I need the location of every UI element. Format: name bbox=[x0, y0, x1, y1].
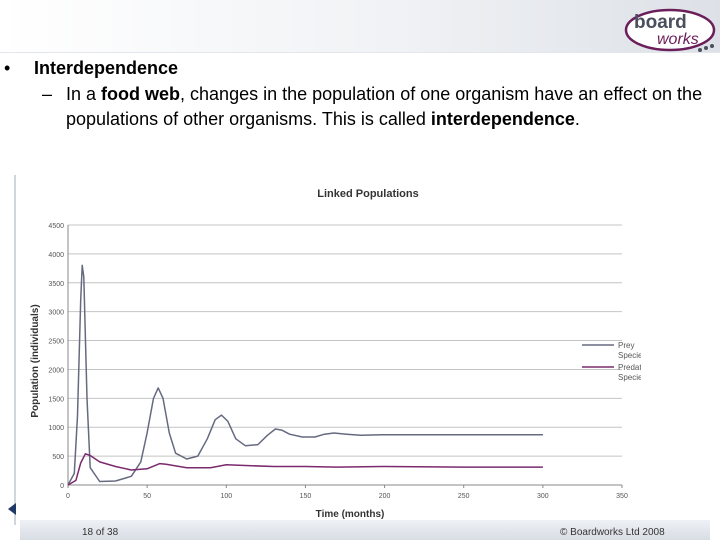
copyright: © Boardworks Ltd 2008 bbox=[560, 527, 665, 538]
chart-grid bbox=[68, 224, 622, 457]
sub-text-3: . bbox=[574, 109, 580, 129]
x-tick-label: 250 bbox=[458, 493, 470, 500]
sub-text-1: In a bbox=[66, 84, 102, 104]
logo-ring bbox=[624, 8, 716, 52]
footer-bar bbox=[20, 520, 710, 540]
y-tick-label: 1500 bbox=[48, 396, 64, 403]
keyword-food-web: food web bbox=[101, 84, 181, 104]
logo-dot-3 bbox=[710, 44, 714, 48]
page-number: 18 of 38 bbox=[82, 527, 119, 538]
sub-text-2: , changes in the population of one organ… bbox=[66, 84, 703, 129]
slide-text: • Interdependence – In a food web, change… bbox=[4, 56, 704, 132]
prev-slide-arrow-icon[interactable] bbox=[5, 502, 19, 516]
bullet-dot: • bbox=[4, 58, 11, 78]
y-axis-label: Population (individuals) bbox=[30, 304, 41, 417]
y-tick-label: 2000 bbox=[48, 367, 64, 374]
x-tick-label: 50 bbox=[143, 493, 151, 500]
title-band bbox=[0, 0, 720, 52]
x-tick-label: 200 bbox=[379, 493, 391, 500]
series-line-predator bbox=[67, 453, 543, 486]
legend-label: Prey bbox=[618, 341, 634, 350]
x-tick-label: 100 bbox=[220, 493, 232, 500]
legend-label: Predator bbox=[618, 363, 641, 372]
chart-legend: PreySpeciesPredatorSpecies bbox=[582, 341, 649, 382]
y-tick-label: 0 bbox=[60, 483, 64, 490]
sub-bullet-dash: – bbox=[42, 84, 53, 104]
y-tick-label: 3500 bbox=[48, 281, 64, 288]
chart-title: Linked Populations bbox=[317, 188, 418, 200]
x-tick-label: 0 bbox=[66, 493, 70, 500]
series-line-prey bbox=[67, 264, 543, 486]
legend-label: Species bbox=[618, 351, 641, 360]
y-tick-label: 3000 bbox=[48, 310, 64, 317]
y-tick-label: 4000 bbox=[48, 252, 64, 259]
x-tick-label: 350 bbox=[616, 493, 628, 500]
boardworks-logo: board works bbox=[624, 8, 716, 52]
legend-label: Species bbox=[618, 373, 641, 382]
linked-populations-chart: Linked Populations 050010001500200025003… bbox=[30, 188, 649, 520]
chart-frame: Linked Populations 0 500 1000 1500 2000 2500 3… bbox=[16, 175, 649, 525]
logo-word-works: works bbox=[657, 31, 699, 48]
heading-text: Interdependence bbox=[34, 58, 179, 78]
sub-bullet: – In a food web, changes in the populatio… bbox=[4, 82, 704, 132]
y-tick-label: 500 bbox=[52, 454, 64, 461]
logo-word-board: board bbox=[634, 12, 687, 33]
x-tick-label: 300 bbox=[537, 493, 549, 500]
y-tick-label: 1000 bbox=[48, 425, 64, 432]
title-band-divider bbox=[0, 52, 720, 53]
logo-dot-2 bbox=[704, 46, 708, 50]
chart-series bbox=[67, 264, 543, 486]
bullet-heading: • Interdependence bbox=[4, 56, 704, 80]
chart-axes: 0 500 1000 1500 2000 2500 3000 3500 4000 4500 0 50 1… bbox=[48, 223, 628, 500]
x-tick-label: 150 bbox=[300, 493, 312, 500]
chart-left-edge bbox=[14, 175, 16, 525]
y-tick-label: 4500 bbox=[48, 223, 64, 230]
logo-dot-1 bbox=[698, 48, 702, 52]
x-axis-label: Time (months) bbox=[316, 509, 385, 520]
keyword-interdependence: interdependence bbox=[430, 109, 575, 129]
y-tick-label: 2500 bbox=[48, 339, 64, 346]
